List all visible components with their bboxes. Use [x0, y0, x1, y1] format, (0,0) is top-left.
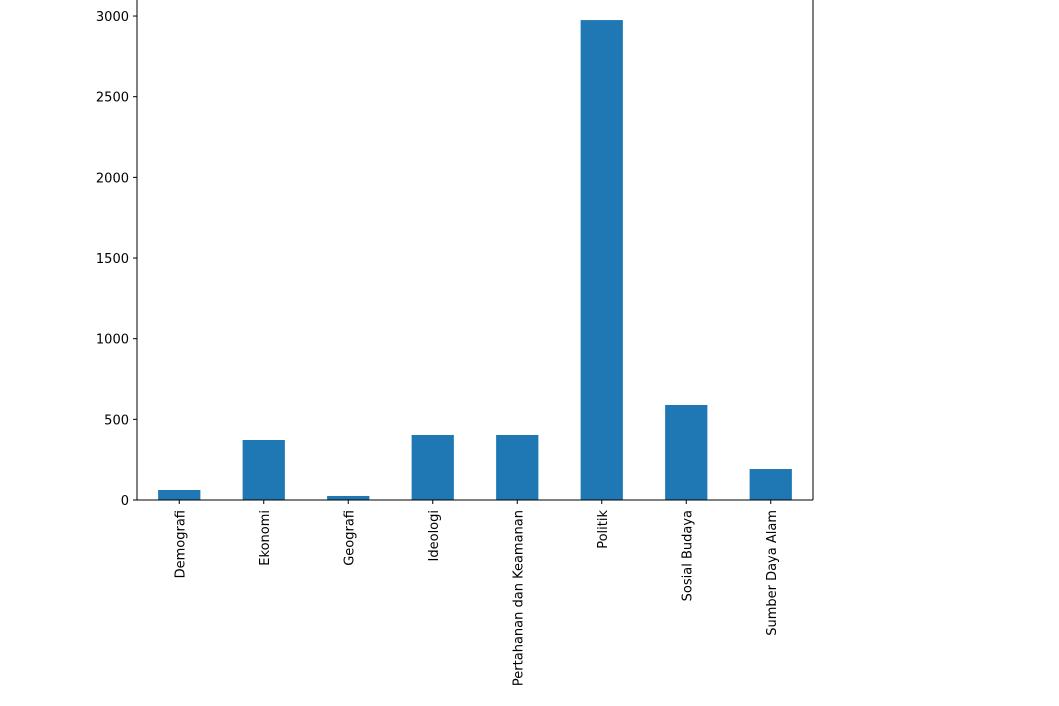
y-tick-label: 2000: [96, 171, 129, 186]
bar: [242, 439, 285, 500]
x-tick-label: Ekonomi: [258, 510, 273, 566]
y-tick-label: 2500: [96, 91, 129, 106]
y-tick-label: 1500: [96, 252, 129, 267]
y-tick-label: 0: [121, 494, 129, 509]
x-tick-label: Sumber Daya Alam: [765, 510, 780, 636]
bar: [580, 20, 623, 500]
x-tick-label: Pertahanan dan Keamanan: [511, 510, 526, 686]
bar: [665, 404, 708, 500]
y-tick-label: 500: [104, 413, 129, 428]
bar: [158, 489, 201, 500]
bar: [496, 434, 539, 500]
bar: [327, 495, 370, 500]
y-tick-label: 3000: [96, 10, 129, 25]
x-tick-label: Politik: [596, 510, 611, 549]
x-tick-label: Geografi: [342, 510, 357, 566]
bar: [411, 434, 454, 500]
x-tick-label: Sosial Budaya: [680, 510, 695, 601]
x-tick-label: Ideologi: [427, 510, 442, 561]
bar: [749, 469, 792, 500]
x-tick-label: Demografi: [173, 510, 188, 578]
y-tick-label: 1000: [96, 333, 129, 348]
